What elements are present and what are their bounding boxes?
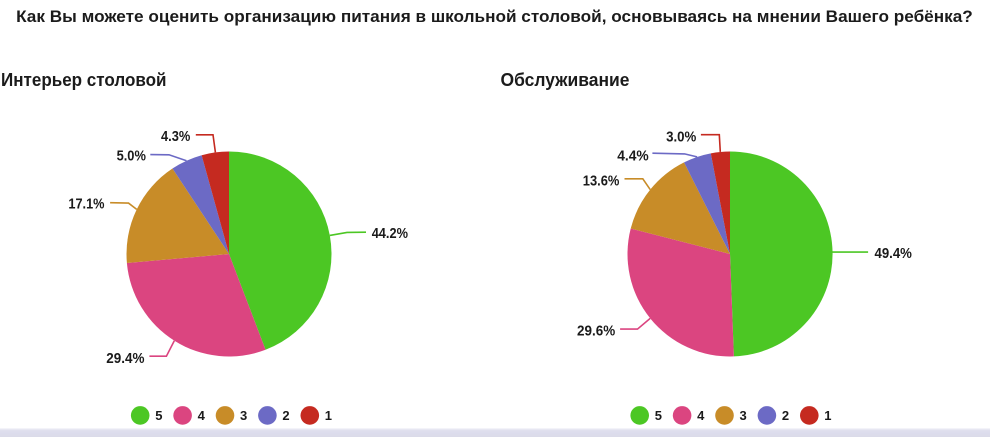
svg-text:17.1%: 17.1% <box>68 195 104 212</box>
svg-text:5: 5 <box>155 408 162 423</box>
svg-text:13.6%: 13.6% <box>583 172 620 189</box>
svg-text:44.2%: 44.2% <box>372 225 408 242</box>
svg-text:Как Вы можете оценить организа: Как Вы можете оценить организацию питани… <box>16 7 973 26</box>
svg-text:3: 3 <box>240 408 247 423</box>
svg-text:49.4%: 49.4% <box>875 245 912 262</box>
svg-text:1: 1 <box>325 408 332 423</box>
svg-text:4.4%: 4.4% <box>617 147 649 164</box>
svg-text:5.0%: 5.0% <box>117 147 146 164</box>
svg-text:29.4%: 29.4% <box>106 350 144 367</box>
svg-text:2: 2 <box>782 408 789 423</box>
svg-text:4: 4 <box>697 408 705 423</box>
svg-text:5: 5 <box>655 408 662 423</box>
svg-text:Обслуживание: Обслуживание <box>501 69 630 90</box>
svg-text:Интерьер столовой: Интерьер столовой <box>1 69 167 90</box>
svg-text:29.6%: 29.6% <box>577 322 615 339</box>
svg-text:4.3%: 4.3% <box>161 128 190 145</box>
svg-text:1: 1 <box>824 408 831 423</box>
svg-text:4: 4 <box>198 408 206 423</box>
svg-text:3: 3 <box>740 408 747 423</box>
svg-text:3.0%: 3.0% <box>666 129 696 146</box>
svg-text:2: 2 <box>282 408 289 423</box>
